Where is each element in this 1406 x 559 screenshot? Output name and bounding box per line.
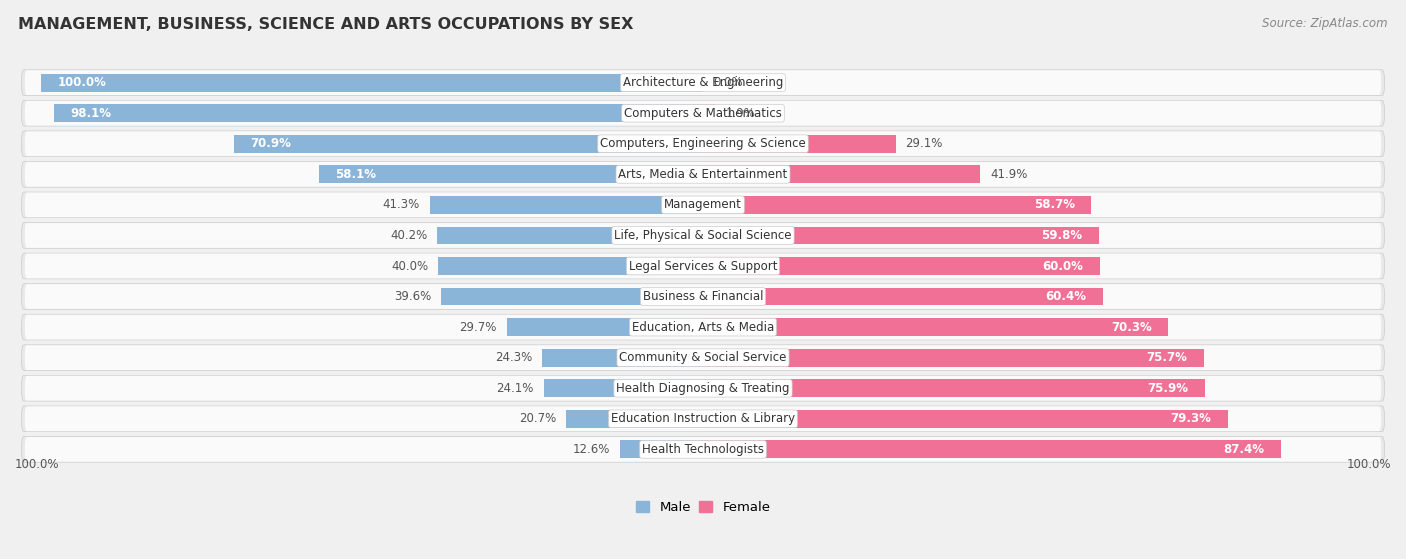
Text: 24.3%: 24.3% xyxy=(495,351,533,364)
Text: Health Diagnosing & Treating: Health Diagnosing & Treating xyxy=(616,382,790,395)
FancyBboxPatch shape xyxy=(21,345,1385,371)
Bar xyxy=(430,196,703,214)
Bar xyxy=(41,74,703,92)
FancyBboxPatch shape xyxy=(25,376,1381,401)
Bar xyxy=(703,380,1205,397)
Text: 20.7%: 20.7% xyxy=(519,413,557,425)
Text: Business & Financial: Business & Financial xyxy=(643,290,763,303)
FancyBboxPatch shape xyxy=(25,162,1381,187)
Text: 41.9%: 41.9% xyxy=(990,168,1028,181)
Text: Arts, Media & Entertainment: Arts, Media & Entertainment xyxy=(619,168,787,181)
FancyBboxPatch shape xyxy=(25,254,1381,278)
Text: Community & Social Service: Community & Social Service xyxy=(619,351,787,364)
Bar xyxy=(439,257,703,275)
Text: 100.0%: 100.0% xyxy=(58,76,107,89)
Text: Legal Services & Support: Legal Services & Support xyxy=(628,259,778,272)
Bar xyxy=(703,349,1204,367)
FancyBboxPatch shape xyxy=(25,192,1381,217)
FancyBboxPatch shape xyxy=(21,222,1385,248)
FancyBboxPatch shape xyxy=(21,437,1385,462)
Bar xyxy=(703,196,1091,214)
Text: 39.6%: 39.6% xyxy=(394,290,432,303)
Bar xyxy=(703,440,1281,458)
FancyBboxPatch shape xyxy=(21,162,1385,187)
Bar xyxy=(620,440,703,458)
FancyBboxPatch shape xyxy=(21,131,1385,157)
Text: 75.7%: 75.7% xyxy=(1146,351,1187,364)
Text: Education Instruction & Library: Education Instruction & Library xyxy=(612,413,794,425)
Bar xyxy=(703,318,1168,336)
FancyBboxPatch shape xyxy=(21,284,1385,309)
Text: 75.9%: 75.9% xyxy=(1147,382,1188,395)
Text: 29.1%: 29.1% xyxy=(905,138,943,150)
Text: 70.9%: 70.9% xyxy=(250,138,291,150)
Text: Computers, Engineering & Science: Computers, Engineering & Science xyxy=(600,138,806,150)
FancyBboxPatch shape xyxy=(25,101,1381,126)
Bar xyxy=(703,105,716,122)
Bar xyxy=(319,165,703,183)
FancyBboxPatch shape xyxy=(21,376,1385,401)
FancyBboxPatch shape xyxy=(25,437,1381,462)
Text: 60.4%: 60.4% xyxy=(1045,290,1085,303)
Bar xyxy=(544,380,703,397)
FancyBboxPatch shape xyxy=(21,101,1385,126)
Text: Health Technologists: Health Technologists xyxy=(643,443,763,456)
Text: Life, Physical & Social Science: Life, Physical & Social Science xyxy=(614,229,792,242)
FancyBboxPatch shape xyxy=(25,70,1381,95)
Text: Source: ZipAtlas.com: Source: ZipAtlas.com xyxy=(1263,17,1388,30)
Bar xyxy=(441,288,703,305)
Bar xyxy=(437,226,703,244)
Bar xyxy=(703,288,1102,305)
Bar xyxy=(703,135,896,153)
Text: 41.3%: 41.3% xyxy=(382,198,420,211)
Bar xyxy=(506,318,703,336)
Text: 60.0%: 60.0% xyxy=(1042,259,1084,272)
Text: 58.1%: 58.1% xyxy=(335,168,377,181)
Text: 58.7%: 58.7% xyxy=(1033,198,1074,211)
FancyBboxPatch shape xyxy=(25,131,1381,156)
Bar xyxy=(233,135,703,153)
FancyBboxPatch shape xyxy=(25,345,1381,370)
FancyBboxPatch shape xyxy=(21,70,1385,96)
Legend: Male, Female: Male, Female xyxy=(630,496,776,519)
FancyBboxPatch shape xyxy=(25,406,1381,431)
Text: 40.2%: 40.2% xyxy=(389,229,427,242)
Text: 98.1%: 98.1% xyxy=(70,107,111,120)
FancyBboxPatch shape xyxy=(25,315,1381,339)
Text: 24.1%: 24.1% xyxy=(496,382,534,395)
Text: 12.6%: 12.6% xyxy=(572,443,610,456)
Text: 70.3%: 70.3% xyxy=(1111,321,1152,334)
Text: 1.9%: 1.9% xyxy=(725,107,755,120)
FancyBboxPatch shape xyxy=(21,406,1385,432)
Bar xyxy=(703,257,1099,275)
FancyBboxPatch shape xyxy=(21,253,1385,279)
Text: 79.3%: 79.3% xyxy=(1170,413,1211,425)
FancyBboxPatch shape xyxy=(21,192,1385,217)
Text: Management: Management xyxy=(664,198,742,211)
Text: 40.0%: 40.0% xyxy=(391,259,429,272)
FancyBboxPatch shape xyxy=(25,284,1381,309)
Bar xyxy=(703,226,1098,244)
Text: 100.0%: 100.0% xyxy=(1347,458,1391,471)
Bar xyxy=(567,410,703,428)
Text: MANAGEMENT, BUSINESS, SCIENCE AND ARTS OCCUPATIONS BY SEX: MANAGEMENT, BUSINESS, SCIENCE AND ARTS O… xyxy=(18,17,634,32)
Bar xyxy=(543,349,703,367)
FancyBboxPatch shape xyxy=(25,223,1381,248)
Text: Architecture & Engineering: Architecture & Engineering xyxy=(623,76,783,89)
Bar xyxy=(703,410,1227,428)
Bar xyxy=(53,105,703,122)
Text: 100.0%: 100.0% xyxy=(15,458,59,471)
Text: 87.4%: 87.4% xyxy=(1223,443,1264,456)
Text: 29.7%: 29.7% xyxy=(460,321,496,334)
Bar xyxy=(703,165,980,183)
Text: 0.0%: 0.0% xyxy=(713,76,742,89)
Text: Education, Arts & Media: Education, Arts & Media xyxy=(631,321,775,334)
Text: 59.8%: 59.8% xyxy=(1040,229,1083,242)
FancyBboxPatch shape xyxy=(21,314,1385,340)
Text: Computers & Mathematics: Computers & Mathematics xyxy=(624,107,782,120)
